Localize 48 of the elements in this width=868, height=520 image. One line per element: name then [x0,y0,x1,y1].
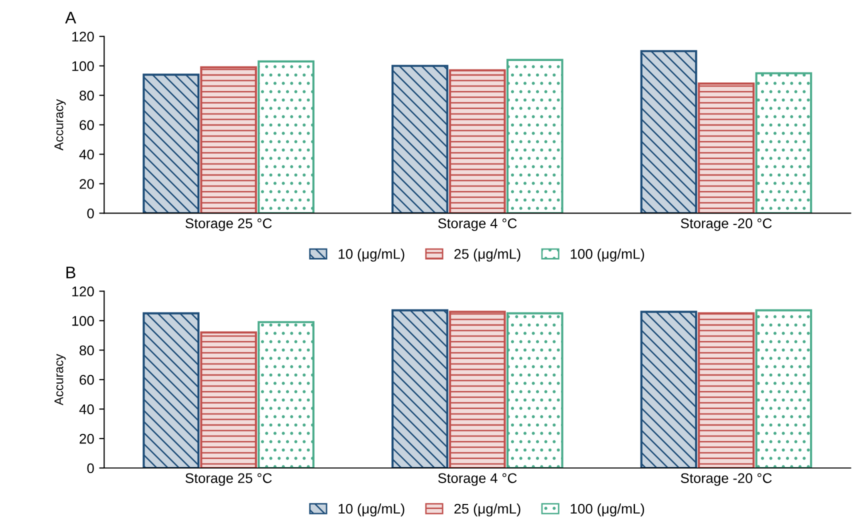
y-tick-label: 40 [79,404,94,414]
bar [698,82,755,214]
legend-label: 25 (μg/mL) [454,503,520,516]
bar [258,60,314,214]
y-axis-title: Accuracy [54,354,66,406]
y-tick-label: 60 [80,120,94,130]
chart-title: A [65,12,76,24]
y-axis-title: Accuracy [54,99,66,150]
y-tick-label: 20 [80,179,94,189]
y-tick-label: 60 [80,374,94,385]
legend-label: 10 (μg/mL) [338,503,404,516]
bar [506,312,564,468]
y-tick-label: 120 [72,32,94,42]
bar [755,72,812,214]
bar [448,69,506,214]
legend-label: 100 (μg/mL) [570,503,644,516]
y-tick-label: 20 [80,434,94,444]
legend-label: 10 (μg/mL) [338,248,404,262]
bar [258,321,314,468]
y-tick-label: 40 [79,150,94,160]
bar [698,312,755,468]
x-tick-label: Storage 4 °C [438,218,517,232]
y-tick-label: 120 [72,286,94,296]
bar [640,310,698,468]
bar [142,74,200,214]
x-tick-label: Storage -20 °C [680,218,772,232]
bar [506,58,564,214]
bar [755,309,812,468]
bar [392,64,448,214]
bar [200,66,257,214]
bar [448,310,506,468]
bar [200,331,257,468]
bar [392,309,448,468]
y-tick-label: 100 [72,61,94,72]
y-tick-label: 80 [80,345,94,356]
x-tick-label: Storage -20 °C [680,473,772,486]
legend-label: 100 (μg/mL) [570,248,644,262]
bar [142,312,200,468]
y-tick-label: 0 [87,208,94,218]
x-tick-label: Storage 25 °C [186,473,272,486]
y-tick-label: 100 [72,316,94,326]
x-tick-label: Storage 25 °C [186,218,272,232]
bar [640,50,698,214]
x-tick-label: Storage 4 °C [438,473,517,486]
chart-title: B [66,266,76,278]
y-tick-label: 0 [87,463,94,474]
legend-label: 25 (μg/mL) [454,248,520,262]
y-tick-label: 80 [80,90,94,101]
